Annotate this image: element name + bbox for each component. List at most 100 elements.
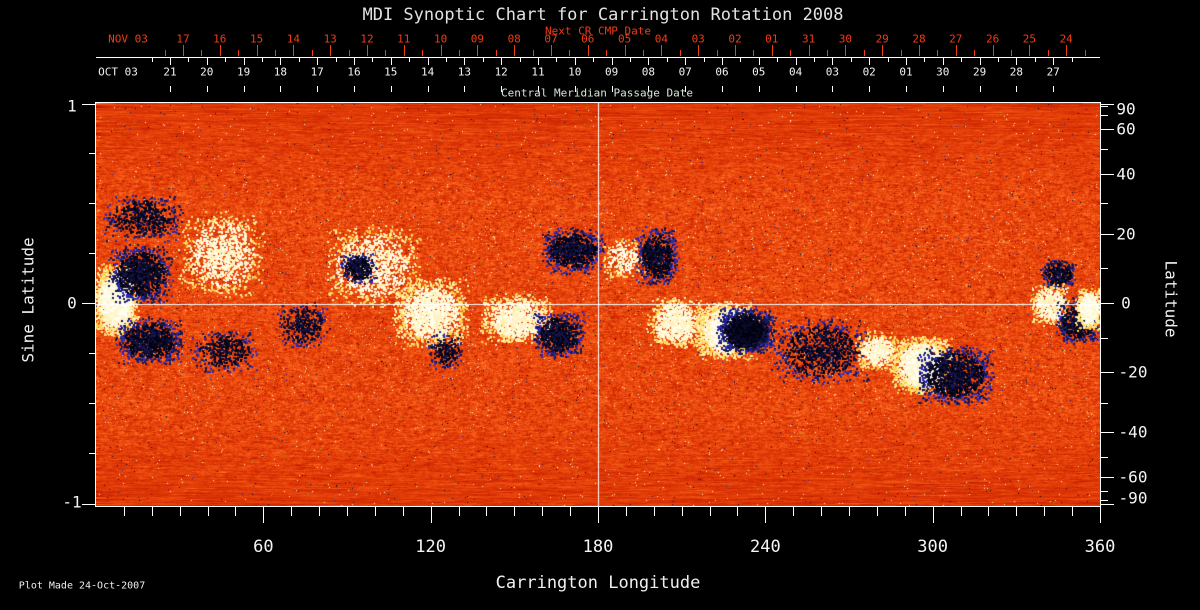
lat-tick-label: 40 <box>1116 164 1136 184</box>
lat-tick-label: 60 <box>1116 119 1136 139</box>
lon-minor-tick <box>402 507 404 516</box>
lon-major-tick <box>932 507 934 523</box>
cmp-lower-tick-white <box>574 86 576 92</box>
cmp-minor-tick-white <box>335 58 337 62</box>
sinlat-minor-tick <box>89 152 96 154</box>
cmp-day-label-white: 09 <box>604 65 619 79</box>
cmp-day-tick-red <box>992 45 994 56</box>
lon-minor-tick <box>1044 507 1046 516</box>
next-cr-cmp-date-label: Next CR CMP Date <box>545 24 651 38</box>
cmp-lower-tick-white <box>501 86 503 92</box>
cmp-day-label-red: 07 <box>544 32 558 46</box>
cmp-minor-tick-red <box>753 50 755 56</box>
cmp-day-label-red: 15 <box>249 32 264 46</box>
cmp-lower-tick-white <box>243 86 245 92</box>
sinlat-minor-tick <box>89 453 96 455</box>
lat-tick <box>1101 268 1108 270</box>
cmp-minor-tick-white <box>740 58 742 62</box>
cmp-day-label-red: 08 <box>507 32 521 46</box>
cmp-minor-tick-white <box>924 58 926 62</box>
lat-tick <box>1101 337 1108 339</box>
page-title: MDI Synoptic Chart for Carrington Rotati… <box>362 5 844 25</box>
cmp-day-label-red: 16 <box>213 32 227 46</box>
lon-minor-tick <box>486 507 488 516</box>
cmp-lower-tick-white <box>906 86 907 92</box>
cmp-day-label-white: 15 <box>384 65 398 79</box>
cmp-minor-tick-red <box>569 50 571 56</box>
cmp-day-label-red: 31 <box>801 32 816 46</box>
lat-tick <box>1101 174 1114 176</box>
cmp-day-label-red: 11 <box>397 32 411 46</box>
cmp-lower-tick-white <box>390 86 392 92</box>
cmp-minor-tick-red <box>495 50 497 56</box>
lon-minor-tick <box>681 507 683 516</box>
cmp-day-label-red: 13 <box>323 32 337 46</box>
cmp-day-label-red: 24 <box>1059 32 1073 46</box>
cmp-day-label-red: 25 <box>1022 32 1037 46</box>
cmp-day-tick-white <box>501 58 503 65</box>
cmp-day-label-white: 02 <box>862 65 876 79</box>
cmp-day-tick-white <box>869 58 871 65</box>
cmp-minor-tick-white <box>188 58 190 62</box>
cmp-lower-tick-white <box>611 86 613 92</box>
lon-tick-label: 300 <box>917 537 949 557</box>
lat-tick <box>1101 104 1114 105</box>
cmp-day-label-red: 30 <box>838 32 853 46</box>
lon-tick-label: 120 <box>415 537 447 557</box>
white-month-label: OCT 03 <box>98 65 138 79</box>
cmp-day-tick-white <box>170 58 171 65</box>
cmp-lower-tick-white <box>795 86 797 92</box>
cmp-day-label-red: 27 <box>949 32 963 46</box>
cmp-lower-tick-white <box>758 86 760 92</box>
cmp-minor-tick-red <box>201 50 203 56</box>
cmp-day-tick-red <box>330 45 332 56</box>
cmp-minor-tick-red <box>716 50 718 56</box>
x-axis-title: Carrington Longitude <box>495 573 701 593</box>
cmp-day-tick-white <box>722 58 723 65</box>
cmp-day-tick-red <box>219 45 221 56</box>
lon-major-tick <box>1100 507 1101 523</box>
y-axis-left-title: Sine Latitude <box>18 237 38 363</box>
cmp-lower-tick-white <box>648 86 650 92</box>
cmp-day-label-red: 10 <box>433 32 448 46</box>
cmp-day-label-white: 16 <box>347 65 361 79</box>
sinlat-tick-label: -1 <box>62 492 82 512</box>
cmp-minor-tick-red <box>311 50 313 56</box>
cmp-day-tick-white <box>280 58 282 65</box>
cmp-minor-tick-white <box>593 58 595 62</box>
lat-tick <box>1101 431 1114 433</box>
cmp-minor-tick-white <box>1034 58 1036 62</box>
cmp-day-label-red: 09 <box>470 32 485 46</box>
lon-minor-tick <box>123 507 125 516</box>
cmp-day-label-red: 12 <box>360 32 374 46</box>
cmp-day-tick-white <box>317 58 319 65</box>
cmp-minor-tick-white <box>151 58 153 62</box>
cmp-minor-tick-white <box>814 58 815 62</box>
cmp-day-tick-white <box>979 58 981 65</box>
cmp-day-label-white: 07 <box>678 65 692 79</box>
lon-major-tick <box>430 507 432 523</box>
cmp-day-tick-white <box>427 58 429 65</box>
lat-tick <box>1101 500 1108 502</box>
lon-minor-tick <box>625 507 627 516</box>
cmp-day-tick-white <box>538 58 539 65</box>
lon-minor-tick <box>737 507 739 516</box>
lon-tick-label: 180 <box>582 537 614 557</box>
lon-minor-tick <box>821 507 823 516</box>
cmp-day-tick-red <box>624 45 626 56</box>
cmp-day-label-red: 04 <box>654 32 669 46</box>
cmp-minor-tick-white <box>998 58 999 62</box>
lon-minor-tick <box>849 507 850 516</box>
lon-minor-tick <box>347 507 348 516</box>
cmp-day-tick-red <box>587 45 589 56</box>
lat-tick-label: 0 <box>1121 293 1131 313</box>
cmp-day-tick-red <box>661 45 663 56</box>
cmp-day-tick-red <box>735 45 736 56</box>
lat-tick-label: -60 <box>1118 467 1148 487</box>
cmp-lower-tick-white <box>722 86 723 92</box>
cmp-day-tick-red <box>882 45 884 56</box>
sinlat-minor-tick <box>89 403 96 405</box>
magnetogram-image <box>96 103 1100 506</box>
lon-minor-tick <box>876 507 878 516</box>
